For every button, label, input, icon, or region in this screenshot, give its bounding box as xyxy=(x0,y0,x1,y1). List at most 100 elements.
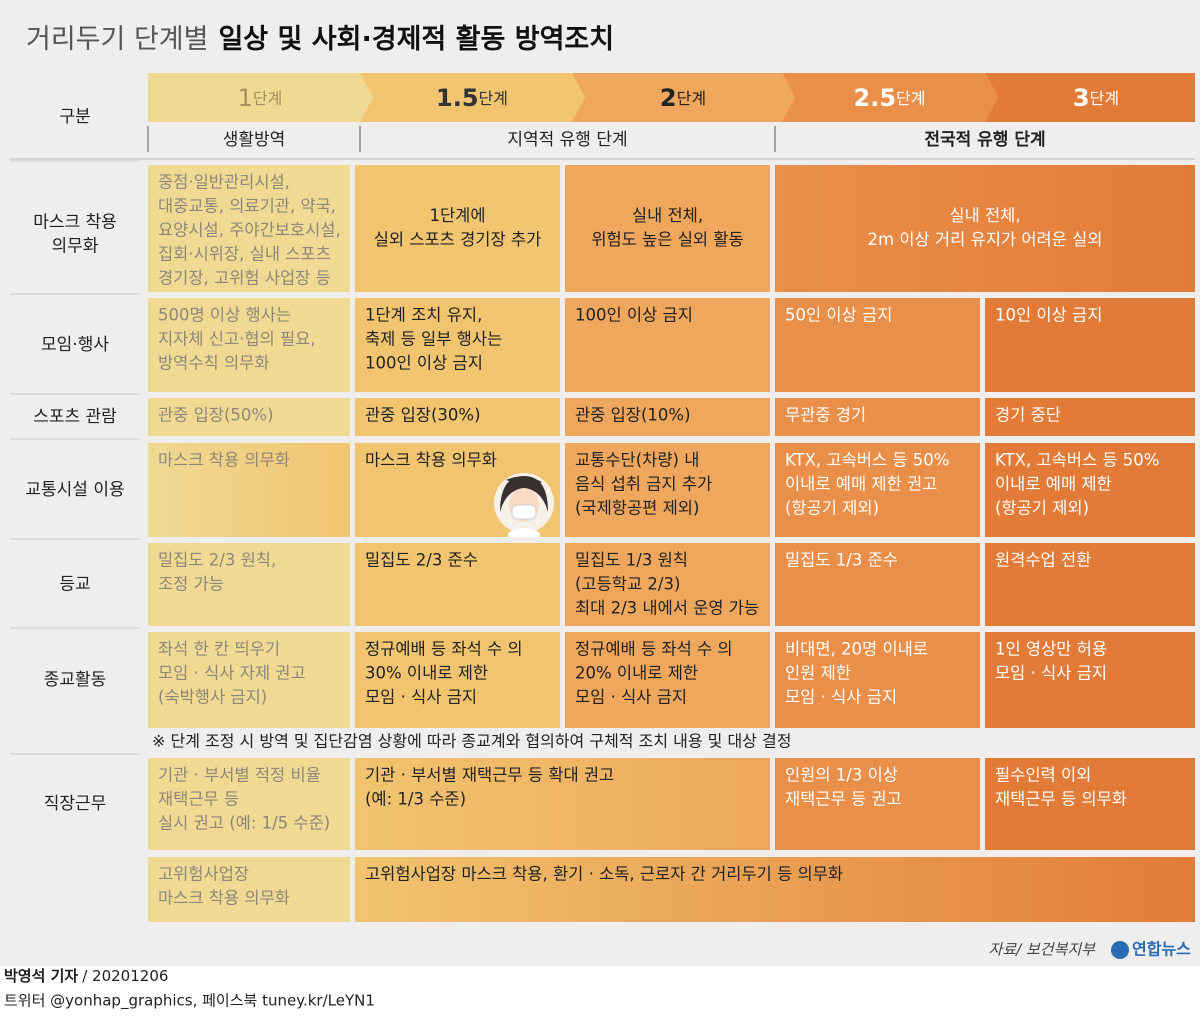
cell xyxy=(985,758,1195,850)
cell-text: 이내로 예매 제한 xyxy=(995,475,1112,494)
cell-text: 실시 권고 (예: 1/5 수준) xyxy=(158,814,330,833)
cell xyxy=(148,857,350,922)
stage-label: 1.5단계 xyxy=(436,84,508,112)
cell-text: 500명 이상 행사는 xyxy=(158,306,291,325)
cell-text: 마스크 착용 의무화 xyxy=(158,451,290,470)
cell-text: 밀집도 2/3 원칙, xyxy=(158,551,276,570)
stage-arrow xyxy=(572,73,795,122)
stage-arrow xyxy=(782,73,998,122)
cell-text: 비대면, 20명 이내로 xyxy=(785,640,928,659)
cell-text: 기관 · 부서별 재택근무 등 확대 권고 xyxy=(365,766,614,785)
cell-text: 좌석 한 칸 띄우기 xyxy=(158,640,280,659)
cell-text: 고위험사업장 마스크 착용, 환기 · 소독, 근로자 간 거리두기 등 의무화 xyxy=(365,865,843,884)
cell-text: 필수인력 이외 xyxy=(995,766,1091,785)
cell xyxy=(985,443,1195,537)
cell-text: 관중 입장(50%) xyxy=(158,406,274,425)
cell-text: 밀집도 1/3 준수 xyxy=(785,551,898,570)
stage-arrow xyxy=(985,73,1195,122)
cell-text: 대중교통, 의료기관, 약국, xyxy=(158,197,336,216)
stage-number: 2 xyxy=(660,84,677,112)
cell-text: 100인 이상 금지 xyxy=(365,354,483,373)
cell xyxy=(148,543,350,626)
cell-text: KTX, 고속버스 등 50% xyxy=(995,451,1159,470)
cell xyxy=(985,632,1195,728)
cell-text: 밀집도 1/3 원칙 xyxy=(575,551,688,570)
cell-text: 실외 스포츠 경기장 추가 xyxy=(374,230,542,249)
stage-label: 2.5단계 xyxy=(854,84,926,112)
cell-text: 실내 전체, xyxy=(632,206,703,225)
cell xyxy=(775,543,980,626)
logo-mark xyxy=(1111,941,1129,959)
cell-text: 지자체 신고·협의 필요, xyxy=(158,330,316,349)
cell-text: 마스크 착용 의무화 xyxy=(365,451,497,470)
row-label: 마스크 착용 xyxy=(33,213,117,233)
cell-text: 축제 등 일부 행사는 xyxy=(365,330,502,349)
cell-text: 재택근무 등 xyxy=(158,790,239,809)
row-label: 등교 xyxy=(59,575,90,595)
cell xyxy=(355,758,770,850)
cell-text: 재택근무 등 권고 xyxy=(785,790,902,809)
cell-text: 100인 이상 금지 xyxy=(575,306,693,325)
title-normal: 거리두기 단계별 xyxy=(26,24,208,55)
cell xyxy=(985,398,1195,436)
cell-text: 모임 · 식사 금지 xyxy=(575,688,687,707)
date: / 20201206 xyxy=(82,967,168,985)
cell-text: 1단계 조치 유지, xyxy=(365,306,482,325)
cell-text: 10인 이상 금지 xyxy=(995,306,1102,325)
cell-text: 경기장, 고위험 사업장 등 xyxy=(158,269,331,288)
row-label: 종교활동 xyxy=(44,670,107,690)
cell xyxy=(565,398,770,436)
cell xyxy=(775,758,980,850)
stage-unit: 단계 xyxy=(253,89,282,108)
cell xyxy=(355,165,560,292)
cell xyxy=(565,632,770,728)
cell-text: 관중 입장(30%) xyxy=(365,406,481,425)
stage-number: 1 xyxy=(238,84,253,112)
cell-text: 교통수단(차량) 내 xyxy=(575,451,699,470)
cell-text: 경기 중단 xyxy=(995,406,1061,425)
stage-number: 2.5 xyxy=(854,84,897,112)
cell-text: 원격수업 전환 xyxy=(995,551,1091,570)
cell xyxy=(148,758,350,850)
stage-unit: 단계 xyxy=(1090,89,1119,108)
cell xyxy=(775,398,980,436)
byline: 박영석 기자/ 20201206 xyxy=(4,967,168,985)
row-label: 교통시설 이용 xyxy=(25,480,124,500)
row-label: 직장근무 xyxy=(44,794,107,814)
cell-text: 2m 이상 거리 유지가 어려운 실외 xyxy=(868,230,1103,249)
cell-text: (항공기 제외) xyxy=(785,499,879,518)
logo: 연합뉴스 xyxy=(1132,940,1191,959)
stage-label: 2단계 xyxy=(660,84,706,112)
stage-number: 1.5 xyxy=(436,84,479,112)
cell-text: 이내로 예매 제한 권고 xyxy=(785,475,937,494)
cell xyxy=(355,298,560,392)
cell-text: (숙박행사 금지) xyxy=(158,688,267,707)
row-label: 스포츠 관람 xyxy=(33,407,117,427)
cell-text: 30% 이내로 제한 xyxy=(365,664,488,683)
cell-text: 모임 · 식사 금지 xyxy=(995,664,1107,683)
cell-text: 요양시설, 주야간보호시설, xyxy=(158,221,341,240)
cell-text: 정규예배 등 좌석 수 의 xyxy=(575,640,733,659)
cell-text: 실내 전체, xyxy=(949,206,1020,225)
cell-text: 무관중 경기 xyxy=(785,406,866,425)
sns: 트위터 @yonhap_graphics, 페이스북 tuney.kr/LeYN… xyxy=(4,992,375,1011)
cell-text: 밀집도 2/3 준수 xyxy=(365,551,478,570)
cell xyxy=(775,165,1195,292)
cell-text: (고등학교 2/3) xyxy=(575,575,680,594)
cell-text: 인원의 1/3 이상 xyxy=(785,766,898,785)
stage-number: 3 xyxy=(1073,84,1090,112)
cell xyxy=(148,443,350,537)
reporter: 박영석 기자 xyxy=(4,967,78,985)
cell xyxy=(565,443,770,537)
stage-label: 1단계 xyxy=(238,84,283,112)
note: ※ 단계 조정 시 방역 및 집단감염 상황에 따라 종교계와 협의하여 구체적… xyxy=(152,732,791,751)
cell xyxy=(985,298,1195,392)
cell xyxy=(565,298,770,392)
title: 거리두기 단계별 일상 및 사회·경제적 활동 방역조치 xyxy=(26,24,614,55)
cell-text: 조정 가능 xyxy=(158,575,224,594)
cell xyxy=(148,632,350,728)
cell-text: 1인 영상만 허용 xyxy=(995,640,1107,659)
cell-text: 50인 이상 금지 xyxy=(785,306,892,325)
cell-text: 모임 · 식사 자제 권고 xyxy=(158,664,306,683)
